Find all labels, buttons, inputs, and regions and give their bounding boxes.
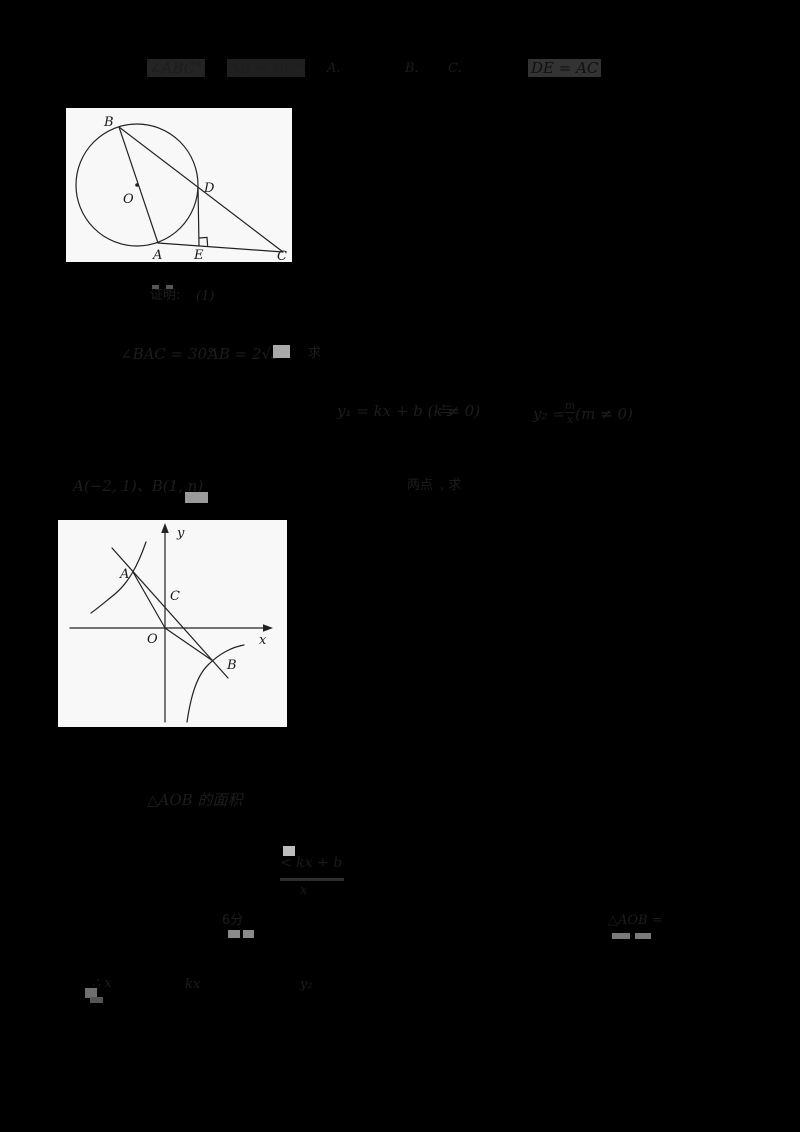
point-label-A: A [152, 248, 162, 262]
segment-DE [197, 186, 200, 247]
math-fragment: A(−2, 1)、B(1, n) [73, 477, 204, 495]
point-label-B: B [226, 658, 237, 673]
display-fraction-middle: < kx + b [280, 855, 343, 871]
segment-OB [164, 627, 214, 662]
score-box-mark [228, 930, 240, 938]
highlight-mark [185, 492, 208, 503]
display-fraction-bottom: x [300, 883, 308, 898]
point-label-D: D [203, 181, 215, 196]
highlight-mark [273, 345, 290, 358]
math-fragment: ∠BAC = 30° [120, 345, 215, 363]
circle-O [75, 123, 199, 247]
point-label-O: O [123, 192, 134, 207]
hyperbola-figure: y x O A B C [69, 523, 273, 723]
math-fragment: B. [405, 61, 419, 76]
score-box-mark [243, 930, 254, 938]
highlight-mark [85, 988, 97, 998]
fraction-denominator: x [566, 413, 574, 426]
figure-circle-panel: B O D A E C [66, 108, 292, 262]
line-AB [111, 547, 229, 679]
segment-BC [118, 126, 284, 253]
math-fragment: , 求 [440, 478, 462, 493]
segment-AC [157, 242, 284, 253]
point-label-B: B [103, 115, 114, 130]
segment-OA [132, 571, 166, 629]
math-fragment-fraction: y₂ =m x (m ≠ 0) [533, 400, 633, 425]
highlight-mark [90, 997, 103, 1003]
highlight-mark [283, 846, 295, 856]
math-fragment: C. [448, 61, 462, 76]
point-label-E: E [193, 248, 204, 262]
figure-hyperbola-panel: y x O A B C [58, 520, 287, 727]
point-label-C: C [170, 589, 180, 604]
math-fragment: y₂ [300, 977, 313, 992]
hyperbola-branch-q2 [90, 541, 147, 614]
math-fragment: y₁ = kx + b (k ≠ 0) [337, 402, 481, 420]
y-axis-arrow-icon [161, 523, 169, 533]
score-box-mark [635, 933, 651, 939]
segment-BA [118, 126, 159, 244]
math-fragment: △AOB = [608, 913, 663, 928]
math-fragment: 求 [308, 346, 322, 361]
display-fraction-bar [280, 878, 344, 881]
math-fragment: 证明: [150, 288, 181, 303]
math-fragment: ∠ABC° [147, 59, 205, 77]
math-fragment: kx [185, 977, 201, 992]
fraction-bar [564, 412, 576, 413]
math-fragment: △AOB 的面积 [147, 791, 243, 809]
axis-label-x: x [259, 633, 267, 648]
point-label-C: C [277, 249, 287, 262]
fraction-prefix: y₂ = [533, 405, 565, 423]
math-fragment: 与 [440, 404, 454, 419]
math-fragment: (1) [196, 289, 215, 304]
hyperbola-branch-q4 [186, 644, 245, 723]
highlight-mark [152, 285, 159, 289]
math-fragment: AB = BC° [227, 59, 306, 77]
fraction-numerator: m [564, 399, 576, 412]
origin-label-O: O [147, 632, 158, 647]
math-fragment: ∴ x [92, 976, 112, 991]
math-fragment: AB = 2√3 [208, 345, 281, 363]
x-axis-arrow-icon [263, 624, 273, 632]
math-fragment: A. [327, 61, 341, 76]
fraction-suffix: (m ≠ 0) [575, 405, 633, 423]
score-box-mark [612, 933, 630, 939]
right-angle-mark [198, 236, 209, 246]
point-label-A: A [119, 567, 129, 582]
math-fragment: 6分 [222, 913, 244, 928]
axis-label-y: y [176, 526, 185, 541]
circle-figure: B O D A E C [75, 115, 287, 262]
math-fragment: DE = AC [528, 59, 602, 77]
highlight-mark [166, 285, 173, 289]
math-fragment: 两点 [407, 478, 434, 493]
